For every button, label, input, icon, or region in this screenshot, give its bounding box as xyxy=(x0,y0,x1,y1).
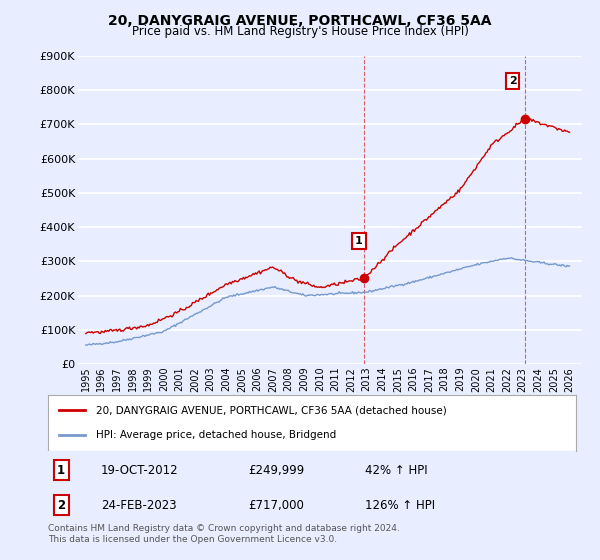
Text: 126% ↑ HPI: 126% ↑ HPI xyxy=(365,499,435,512)
Text: 19-OCT-2012: 19-OCT-2012 xyxy=(101,464,178,477)
Text: This data is licensed under the Open Government Licence v3.0.: This data is licensed under the Open Gov… xyxy=(48,535,337,544)
Text: 42% ↑ HPI: 42% ↑ HPI xyxy=(365,464,427,477)
Text: 1: 1 xyxy=(57,464,65,477)
Text: 1: 1 xyxy=(355,236,363,246)
Text: HPI: Average price, detached house, Bridgend: HPI: Average price, detached house, Brid… xyxy=(95,430,336,440)
Text: £249,999: £249,999 xyxy=(248,464,305,477)
Text: Contains HM Land Registry data © Crown copyright and database right 2024.: Contains HM Land Registry data © Crown c… xyxy=(48,524,400,533)
Text: 24-FEB-2023: 24-FEB-2023 xyxy=(101,499,176,512)
Text: 20, DANYGRAIG AVENUE, PORTHCAWL, CF36 5AA (detached house): 20, DANYGRAIG AVENUE, PORTHCAWL, CF36 5A… xyxy=(95,405,446,416)
Text: 2: 2 xyxy=(57,499,65,512)
Text: Price paid vs. HM Land Registry's House Price Index (HPI): Price paid vs. HM Land Registry's House … xyxy=(131,25,469,38)
Text: 20, DANYGRAIG AVENUE, PORTHCAWL, CF36 5AA: 20, DANYGRAIG AVENUE, PORTHCAWL, CF36 5A… xyxy=(108,14,492,28)
Text: £717,000: £717,000 xyxy=(248,499,305,512)
Text: 2: 2 xyxy=(509,76,517,86)
